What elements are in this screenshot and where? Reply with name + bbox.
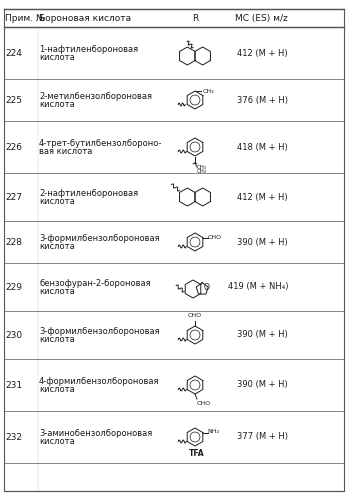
- Text: 412 (M + H): 412 (M + H): [237, 48, 288, 57]
- Text: 226: 226: [5, 143, 22, 152]
- Text: 2-нафтиленбороновая: 2-нафтиленбороновая: [39, 189, 138, 198]
- Text: кислота: кислота: [39, 286, 75, 295]
- Text: 419 (M + NH₄): 419 (M + NH₄): [228, 282, 288, 291]
- Text: 231: 231: [5, 381, 22, 390]
- Text: 1-нафтиленбороновая: 1-нафтиленбороновая: [39, 44, 138, 53]
- Text: 390 (M + H): 390 (M + H): [237, 381, 288, 390]
- Text: TFA: TFA: [189, 450, 205, 459]
- Text: 230: 230: [5, 330, 22, 339]
- Text: R: R: [192, 13, 198, 22]
- Text: 418 (M + H): 418 (M + H): [237, 143, 288, 152]
- Text: O: O: [203, 282, 209, 291]
- Text: кислота: кислота: [39, 99, 75, 108]
- Text: вая кислота: вая кислота: [39, 147, 92, 156]
- Text: CHO: CHO: [188, 313, 202, 318]
- Text: CHO: CHO: [208, 235, 222, 240]
- Text: 3-формилбензолбороновая: 3-формилбензолбороновая: [39, 234, 160, 243]
- Text: CH₃: CH₃: [197, 165, 207, 170]
- Text: 377 (M + H): 377 (M + H): [237, 433, 288, 442]
- Text: 3-аминобензолбороновая: 3-аминобензолбороновая: [39, 429, 152, 438]
- Text: CHO: CHO: [197, 401, 211, 406]
- Text: 4-формилбензолбороновая: 4-формилбензолбороновая: [39, 377, 159, 386]
- Text: кислота: кислота: [39, 52, 75, 61]
- Text: 412 (M + H): 412 (M + H): [237, 193, 288, 202]
- Text: 229: 229: [5, 282, 22, 291]
- Text: кислота: кислота: [39, 242, 75, 250]
- Text: CH₃: CH₃: [197, 169, 207, 174]
- Text: Бороновая кислота: Бороновая кислота: [39, 13, 131, 22]
- Text: 224: 224: [5, 48, 22, 57]
- Text: кислота: кислота: [39, 197, 75, 206]
- Text: Прим. №: Прим. №: [5, 13, 45, 22]
- Text: 390 (M + H): 390 (M + H): [237, 238, 288, 247]
- Text: 225: 225: [5, 95, 22, 104]
- Text: 232: 232: [5, 433, 22, 442]
- Text: кислота: кислота: [39, 385, 75, 394]
- Text: МС (ES) м/z: МС (ES) м/z: [235, 13, 288, 22]
- Text: 3-формилбензолбороновая: 3-формилбензолбороновая: [39, 326, 160, 335]
- Text: NH₂: NH₂: [208, 429, 220, 434]
- Text: 228: 228: [5, 238, 22, 247]
- Text: 376 (M + H): 376 (M + H): [237, 95, 288, 104]
- Text: 4-трет-бутилбензолбороно-: 4-трет-бутилбензолбороно-: [39, 139, 163, 148]
- Text: кислота: кислота: [39, 437, 75, 446]
- Text: CH₃: CH₃: [203, 88, 215, 93]
- Text: бензофуран-2-бороновая: бензофуран-2-бороновая: [39, 278, 151, 287]
- Text: кислота: кислота: [39, 334, 75, 343]
- Text: 227: 227: [5, 193, 22, 202]
- Text: 2-метилбензолбороновая: 2-метилбензолбороновая: [39, 91, 152, 100]
- Text: 390 (M + H): 390 (M + H): [237, 330, 288, 339]
